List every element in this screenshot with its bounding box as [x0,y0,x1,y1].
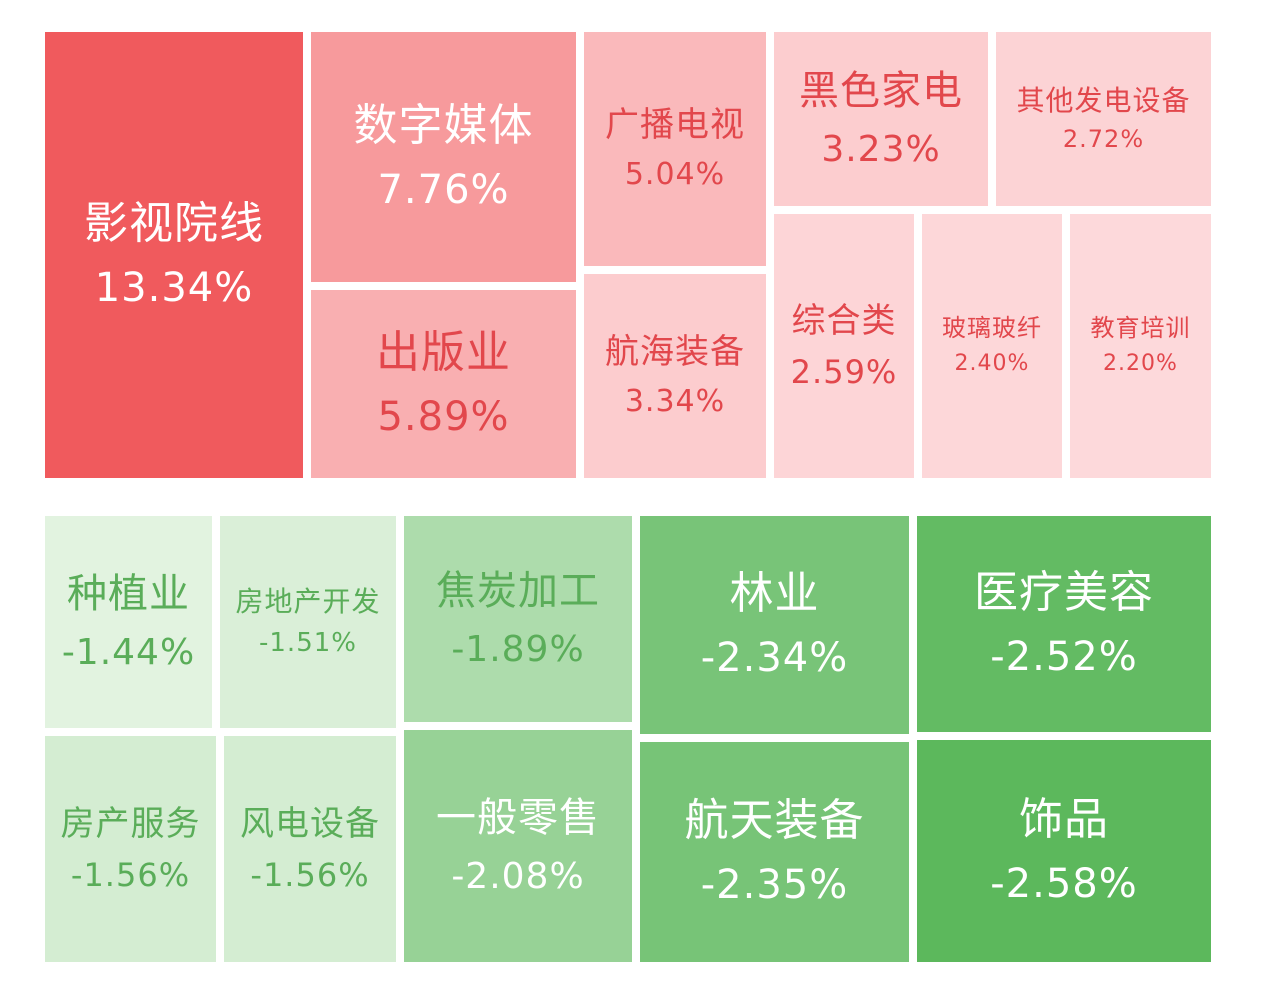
treemap-tile: 其他发电设备 2.72% [996,32,1211,206]
tile-value: -2.35% [700,862,849,909]
treemap-tile: 航天装备 -2.35% [640,742,909,962]
tile-value: 2.20% [1103,351,1178,377]
tile-name: 教育培训 [1090,314,1191,343]
tile-name: 饰品 [1019,793,1109,845]
tile-name: 一般零售 [436,794,600,841]
tile-name: 房产服务 [60,803,201,844]
tile-value: 7.76% [377,167,510,214]
treemap-tile: 数字媒体 7.76% [311,32,576,282]
treemap-tile: 综合类 2.59% [774,214,914,478]
tile-value: 3.23% [821,128,941,170]
treemap-tile: 教育培训 2.20% [1070,214,1211,478]
tile-value: -1.56% [70,855,191,894]
tile-name: 黑色家电 [799,67,963,114]
treemap-tile: 饰品 -2.58% [917,740,1211,962]
tile-name: 房地产开发 [235,585,381,619]
treemap-tile: 一般零售 -2.08% [404,730,632,962]
treemap-tile: 房产服务 -1.56% [45,736,216,962]
treemap-tile: 房地产开发 -1.51% [220,516,396,728]
tile-value: -2.58% [990,861,1138,908]
tile-name: 数字媒体 [353,99,534,151]
treemap-tile: 黑色家电 3.23% [774,32,988,206]
tile-value: 2.59% [790,352,898,391]
tile-value: -1.51% [259,627,357,658]
tile-name: 玻璃玻纤 [942,314,1042,343]
treemap-tile: 航海装备 3.34% [584,274,766,478]
tile-name: 航海装备 [605,332,745,373]
tile-value: 5.04% [624,156,726,192]
tile-name: 焦炭加工 [436,567,600,614]
treemap-tile: 出版业 5.89% [311,290,576,478]
tile-value: 2.40% [954,351,1030,377]
tile-name: 综合类 [791,300,897,341]
treemap-tile: 影视院线 13.34% [45,32,303,478]
tile-name: 种植业 [67,570,190,617]
tile-value: -2.08% [451,855,585,897]
tile-value: 5.89% [377,394,510,441]
treemap-tile: 林业 -2.34% [640,516,909,734]
tile-value: -1.89% [451,628,585,670]
tile-value: 13.34% [94,265,254,312]
tile-value: -1.56% [250,855,370,894]
tile-name: 出版业 [376,326,511,378]
tile-value: 2.72% [1062,125,1145,154]
treemap-tile: 焦炭加工 -1.89% [404,516,632,722]
tile-value: -1.44% [61,631,196,673]
tile-name: 其他发电设备 [1016,83,1191,117]
tile-name: 医疗美容 [974,566,1154,618]
treemap-tile: 广播电视 5.04% [584,32,766,266]
tile-name: 航天装备 [684,794,865,846]
treemap-tile: 风电设备 -1.56% [224,736,396,962]
treemap-tile: 玻璃玻纤 2.40% [922,214,1062,478]
tile-value: -2.34% [700,635,849,682]
tile-value: 3.34% [624,383,726,419]
tile-name: 风电设备 [240,803,380,844]
tile-name: 广播电视 [605,105,745,146]
treemap-tile: 医疗美容 -2.52% [917,516,1211,732]
tile-name: 影视院线 [84,197,264,249]
tile-name: 林业 [729,567,820,619]
tile-value: -2.52% [990,634,1138,681]
treemap-tile: 种植业 -1.44% [45,516,212,728]
